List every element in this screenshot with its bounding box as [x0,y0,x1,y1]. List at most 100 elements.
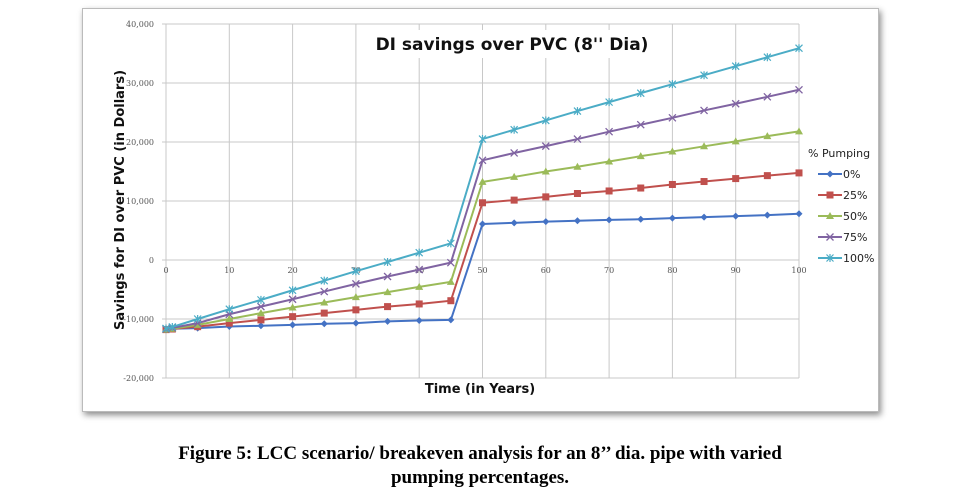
x-marker [288,295,297,304]
y-tick-label: 0 [149,256,154,265]
x-marker [731,99,740,108]
star-marker [605,98,614,107]
x-marker [510,149,519,157]
triangle-marker [288,303,297,311]
triangle-marker [700,142,709,150]
diamond-marker [700,213,708,221]
star-marker [763,53,772,62]
star-marker [636,89,645,98]
series-line [165,130,800,331]
star-marker [162,324,170,333]
legend-title: % Pumping [808,147,870,160]
legend-label: 100% [843,252,874,265]
diamond-marker [352,319,360,327]
x-marker [478,156,487,165]
x-marker [573,135,582,144]
star-marker [510,125,519,134]
x-tick-label: 80 [667,266,677,275]
square-marker [510,196,518,204]
x-marker [256,302,265,311]
star-marker [731,62,740,71]
star-marker [541,116,550,125]
x-marker [605,127,614,136]
triangle-marker [636,152,645,160]
series-line [165,212,800,331]
y-axis-title: Savings for DI over PVC (in Dollars) [113,70,128,330]
legend-label: 50% [843,210,867,223]
x-tick-label: 50 [477,266,487,275]
star-marker [446,239,455,248]
x-marker [446,258,455,267]
diamond-marker [637,215,645,223]
square-marker [605,187,613,195]
triangle-marker [573,162,582,170]
diamond-marker [668,214,676,222]
y-tick-label: -10,000 [123,315,154,324]
star-marker [288,286,297,295]
diamond-marker [384,317,392,325]
square-marker [542,193,550,201]
square-marker [700,178,708,186]
x-tick-label: 20 [288,266,298,275]
triangle-marker [826,212,834,219]
y-tick-label: 20,000 [126,138,154,147]
square-marker [732,175,740,183]
star-marker [415,248,424,257]
diamond-marker [542,218,550,226]
tick-labels: 0102030405060708090100-20,000-10,000010,… [123,20,806,383]
triangle-marker [605,157,614,165]
star-marker [700,71,708,80]
square-marker [384,303,392,311]
x-tick-label: 60 [541,266,551,275]
triangle-marker [446,277,455,285]
diamond-marker [732,212,740,220]
star-marker [225,305,234,314]
series-100pct [162,44,803,333]
diamond-marker [763,211,771,219]
diamond-marker [605,216,613,224]
y-tick-label: 30,000 [126,79,154,88]
square-marker [415,300,423,308]
square-marker [447,297,455,305]
series-line [165,171,800,331]
series-50pct [162,127,803,333]
triangle-marker [731,137,740,145]
series-line [165,47,800,330]
legend: 0% 25% 50% 75% 100% [818,168,874,265]
caption-line-2: pumping percentages. [390,467,570,488]
diamond-marker [510,219,518,227]
x-marker [415,265,424,274]
x-marker [541,142,550,151]
triangle-marker [415,282,424,290]
x-tick-label: 0 [163,266,168,275]
triangle-marker [541,167,550,175]
triangle-marker [225,315,234,322]
x-tick-label: 100 [791,266,806,275]
square-marker [795,169,803,177]
star-marker [383,258,392,267]
star-marker [351,267,360,276]
diamond-marker [257,322,265,330]
square-marker [637,184,645,192]
x-tick-label: 10 [224,266,234,275]
x-marker [826,233,834,241]
triangle-marker [478,177,487,185]
diamond-marker [795,210,803,218]
y-tick-label: 40,000 [126,20,154,29]
diamond-marker [479,220,486,228]
x-marker [700,106,709,115]
triangle-marker [795,127,803,135]
title-background [367,30,657,58]
x-tick-label: 70 [604,266,614,275]
square-marker [257,316,265,324]
triangle-marker [763,132,772,140]
x-marker [795,85,803,94]
x-marker [763,92,772,101]
square-marker [826,191,834,199]
star-marker [573,107,582,116]
square-marker [289,313,297,321]
star-marker [795,44,803,53]
star-marker [826,254,834,262]
triangle-marker [193,320,202,328]
x-marker [320,287,329,296]
